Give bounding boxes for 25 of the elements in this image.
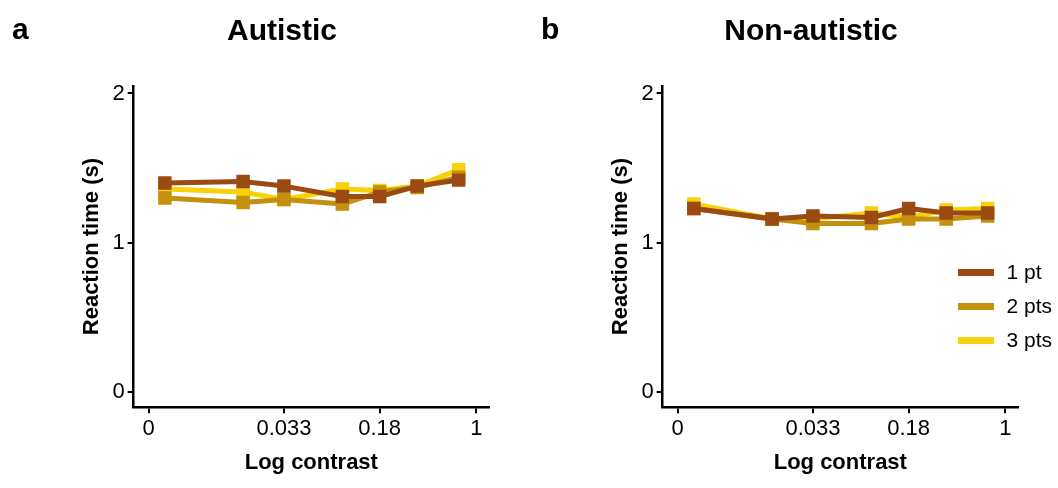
y-tick-label: 0 <box>641 378 654 404</box>
text: a <box>12 12 29 46</box>
x-tick-label: 0.18 <box>358 415 402 441</box>
legend-label: 2 pts <box>1006 294 1052 318</box>
x-axis-title: Log contrast <box>244 448 379 474</box>
x-tick-label: 0.033 <box>256 415 312 441</box>
y-tick-label: 2 <box>641 79 654 105</box>
chart-title: Autistic <box>226 13 338 47</box>
legend-label: 1 pt <box>1006 260 1042 284</box>
chart-title: Non-autistic <box>724 13 898 47</box>
text: b <box>541 12 560 46</box>
legend-label: 3 pts <box>1006 328 1052 352</box>
y-tick-label: 1 <box>641 228 654 254</box>
x-tick-label: 1 <box>470 415 483 441</box>
y-axis-title: Reaction time (s) <box>607 157 633 336</box>
y-tick-label: 0 <box>112 378 125 404</box>
x-tick-label: 1 <box>999 415 1012 441</box>
y-tick-label: 2 <box>112 79 125 105</box>
y-tick-label: 1 <box>112 228 125 254</box>
x-tick-label: 0.033 <box>785 415 841 441</box>
x-tick-label: 0.18 <box>887 415 931 441</box>
x-axis-title: Log contrast <box>773 448 908 474</box>
x-tick-label: 0 <box>142 415 155 441</box>
x-tick-label: 0 <box>671 415 684 441</box>
y-axis-title: Reaction time (s) <box>78 157 104 336</box>
